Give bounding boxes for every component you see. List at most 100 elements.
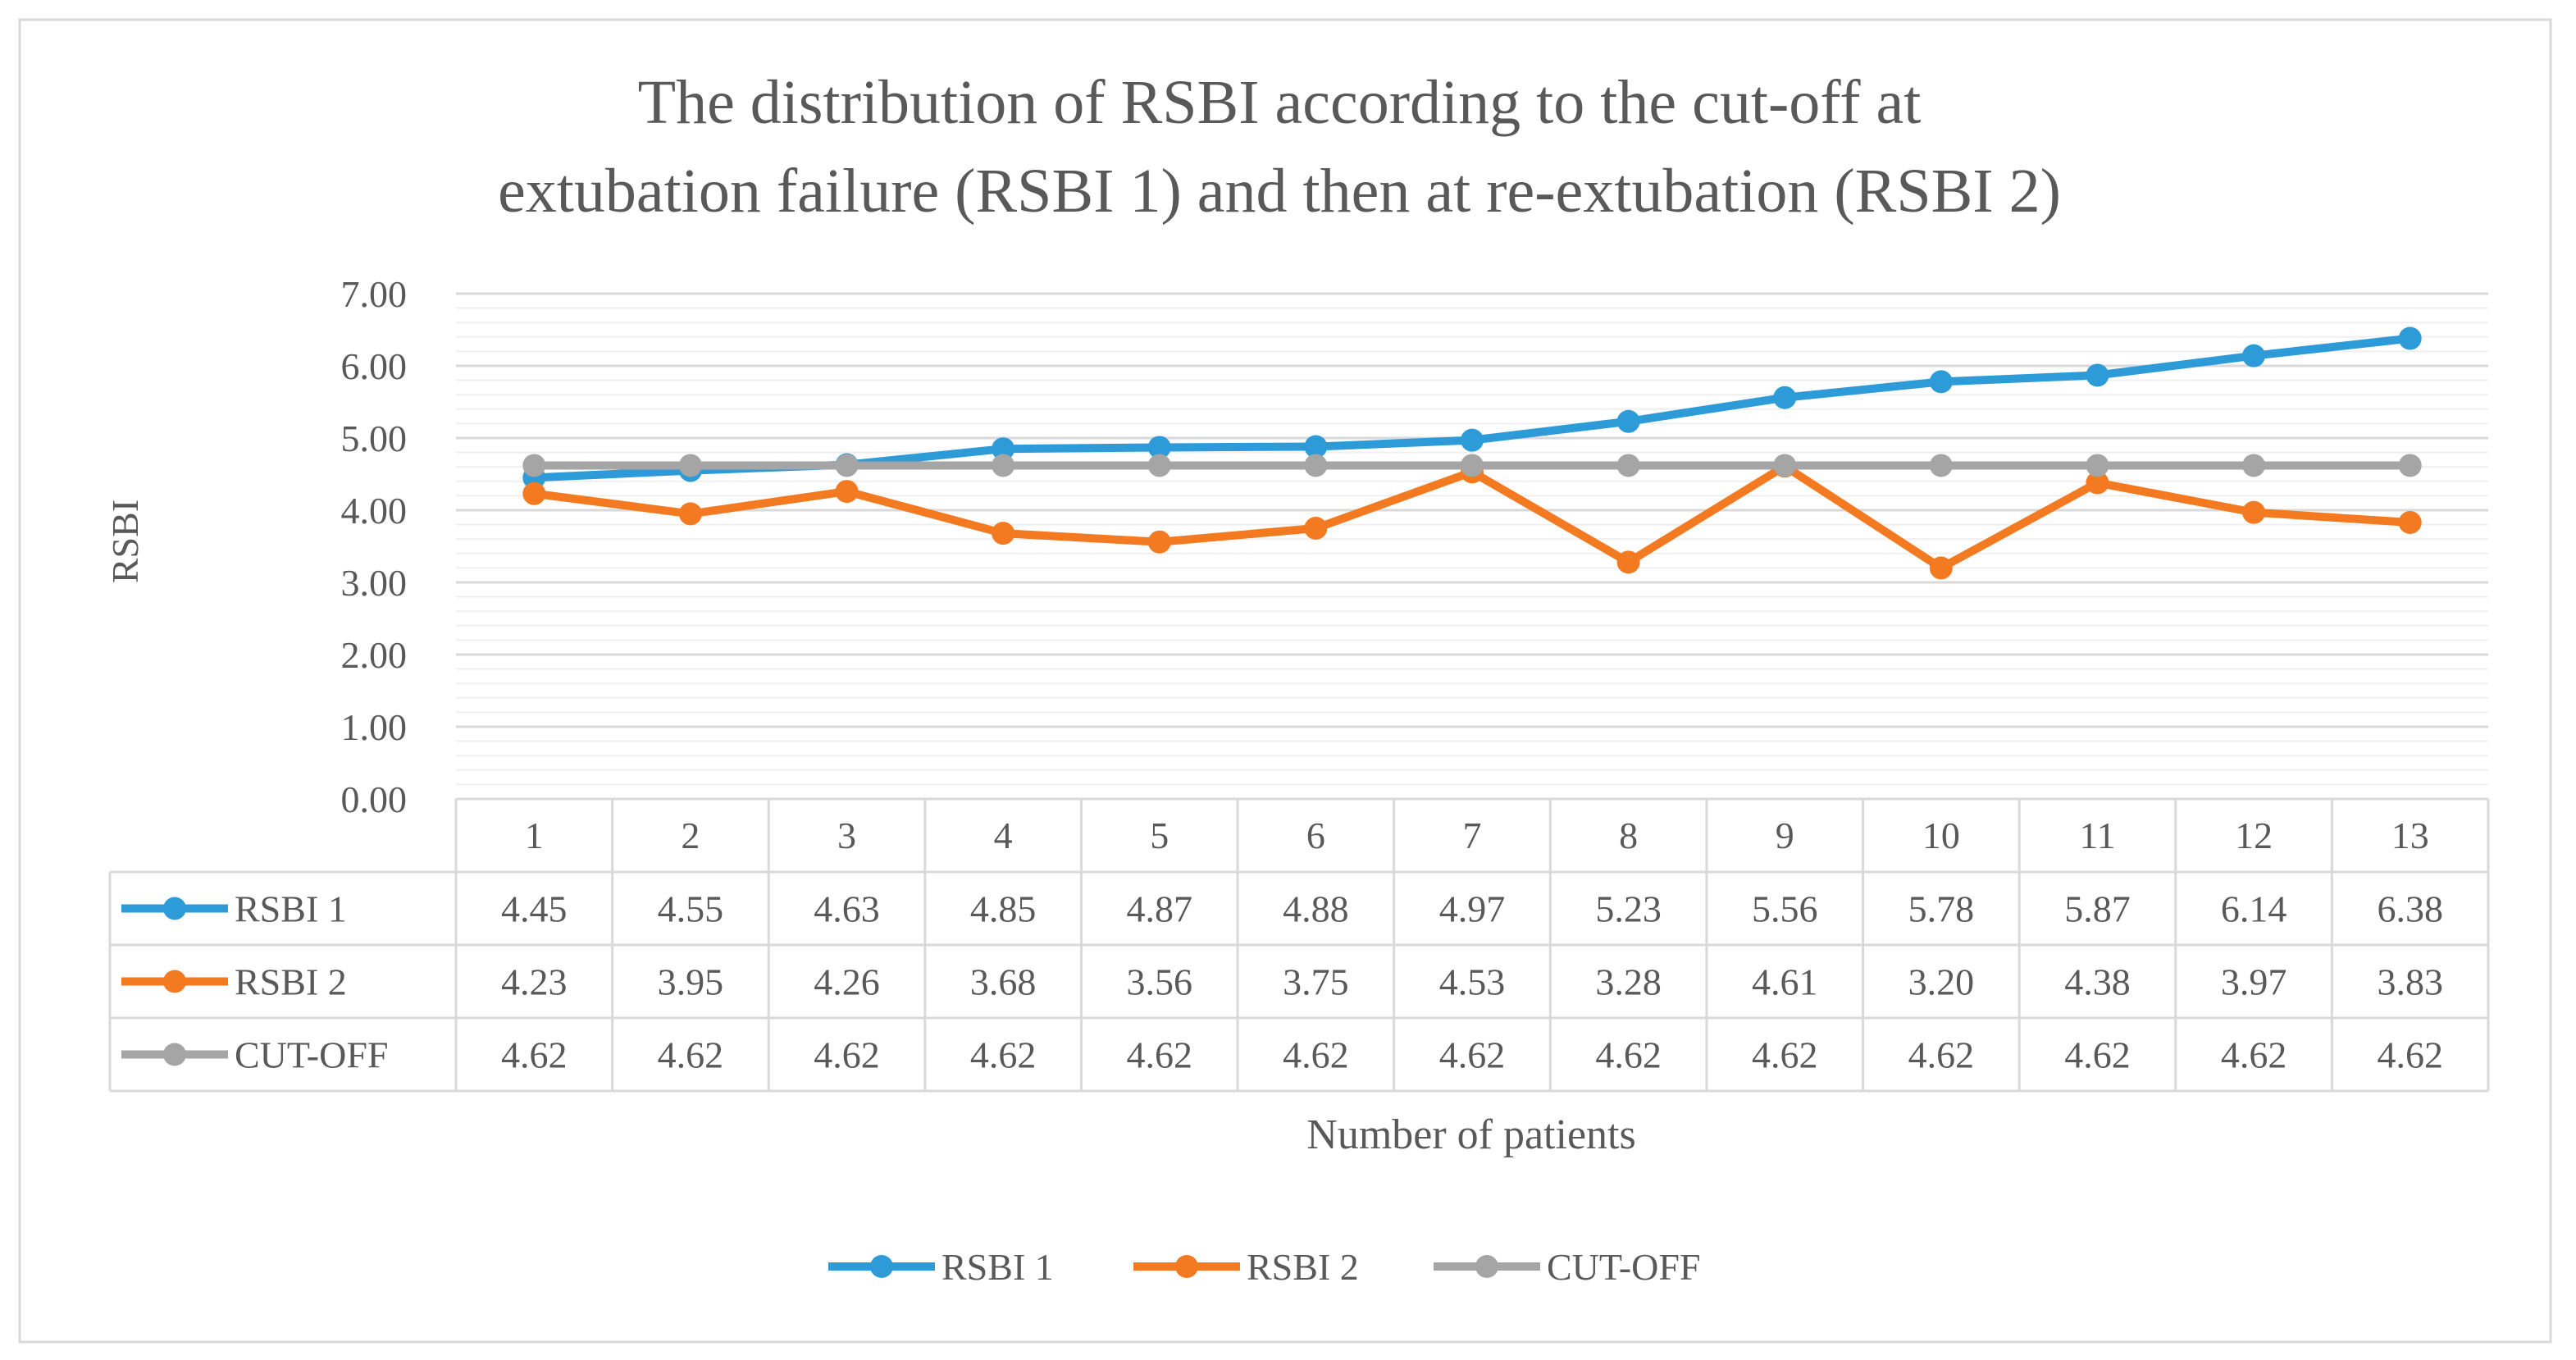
table-cell-value: 5.78 bbox=[1908, 888, 1975, 930]
data-point bbox=[1616, 454, 1640, 477]
table-series-name: RSBI 1 bbox=[235, 888, 347, 930]
table-cell-value: 4.62 bbox=[814, 1034, 880, 1076]
table-cell-value: 4.62 bbox=[2221, 1034, 2287, 1076]
data-point bbox=[1304, 435, 1328, 459]
table-cell-value: 4.62 bbox=[1908, 1034, 1975, 1076]
data-point bbox=[1929, 556, 1953, 580]
y-axis-label: RSBI bbox=[104, 500, 146, 583]
legend-label: CUT-OFF bbox=[1547, 1246, 1700, 1288]
x-tick-label: 1 bbox=[525, 815, 544, 856]
table-cell-value: 5.23 bbox=[1595, 888, 1662, 930]
data-point bbox=[522, 454, 546, 477]
table-cell-value: 4.87 bbox=[1127, 888, 1193, 930]
x-tick-label: 8 bbox=[1619, 815, 1638, 856]
chart-title-line-1: The distribution of RSBI according to th… bbox=[638, 68, 1922, 137]
table-cell-value: 3.75 bbox=[1283, 961, 1349, 1003]
table-cell-value: 4.62 bbox=[1595, 1034, 1662, 1076]
table-cell-value: 4.62 bbox=[658, 1034, 724, 1076]
y-tick-label: 6.00 bbox=[341, 345, 408, 387]
x-tick-label: 6 bbox=[1306, 815, 1325, 856]
x-tick-label: 11 bbox=[2079, 815, 2115, 856]
data-point bbox=[2242, 344, 2266, 367]
x-tick-label: 4 bbox=[994, 815, 1013, 856]
table-cell-value: 3.28 bbox=[1595, 961, 1662, 1003]
table-cell-value: 6.38 bbox=[2377, 888, 2443, 930]
legend-label: RSBI 2 bbox=[1247, 1246, 1359, 1288]
table-cell-value: 4.62 bbox=[2064, 1034, 2131, 1076]
data-point bbox=[1147, 530, 1171, 554]
data-point bbox=[2242, 500, 2266, 524]
table-cell-value: 4.62 bbox=[1439, 1034, 1506, 1076]
table-cell-value: 4.55 bbox=[658, 888, 724, 930]
y-tick-label: 0.00 bbox=[341, 778, 408, 820]
data-point bbox=[678, 454, 702, 477]
table-cell-value: 4.62 bbox=[1127, 1034, 1193, 1076]
table-cell-value: 5.56 bbox=[1752, 888, 1818, 930]
table-cell-value: 3.56 bbox=[1127, 961, 1193, 1003]
y-tick-label: 5.00 bbox=[341, 418, 408, 459]
table-cell-value: 4.63 bbox=[814, 888, 880, 930]
x-axis-label: Number of patients bbox=[1306, 1111, 1635, 1158]
data-point bbox=[835, 480, 859, 504]
table-cell-value: 4.53 bbox=[1439, 961, 1506, 1003]
data-point bbox=[1773, 454, 1797, 477]
table-cell-value: 4.45 bbox=[501, 888, 568, 930]
table-cell-value: 6.14 bbox=[2221, 888, 2287, 930]
table-cell-value: 4.62 bbox=[1752, 1034, 1818, 1076]
x-tick-label: 5 bbox=[1150, 815, 1169, 856]
table-cell-value: 4.26 bbox=[814, 961, 880, 1003]
table-cell-value: 3.95 bbox=[658, 961, 724, 1003]
data-point bbox=[1461, 428, 1484, 452]
legend-label: RSBI 1 bbox=[941, 1246, 1054, 1288]
table-cell-value: 4.85 bbox=[970, 888, 1037, 930]
table-cell-value: 3.83 bbox=[2377, 961, 2443, 1003]
table-cell-value: 4.88 bbox=[1283, 888, 1349, 930]
data-point bbox=[2086, 363, 2109, 387]
legend-key-marker bbox=[870, 1255, 893, 1278]
legend-key-marker bbox=[1475, 1255, 1498, 1278]
data-point bbox=[2242, 454, 2266, 477]
x-tick-label: 7 bbox=[1463, 815, 1482, 856]
table-series-key-marker bbox=[163, 970, 186, 993]
data-point bbox=[2398, 326, 2422, 350]
table-cell-value: 3.20 bbox=[1908, 961, 1975, 1003]
x-tick-label: 12 bbox=[2235, 815, 2273, 856]
data-point bbox=[1147, 454, 1171, 477]
data-point bbox=[1929, 370, 1953, 394]
y-tick-label: 7.00 bbox=[341, 273, 408, 315]
table-cell-value: 3.97 bbox=[2221, 961, 2287, 1003]
y-tick-label: 2.00 bbox=[341, 634, 408, 676]
data-point bbox=[2086, 471, 2109, 495]
data-point bbox=[835, 454, 859, 477]
x-tick-label: 13 bbox=[2391, 815, 2429, 856]
data-point bbox=[2398, 454, 2422, 477]
table-series-name: CUT-OFF bbox=[235, 1034, 388, 1076]
data-point bbox=[678, 502, 702, 526]
data-point bbox=[992, 454, 1015, 477]
legend-key-marker bbox=[1175, 1255, 1198, 1278]
table-cell-value: 3.68 bbox=[970, 961, 1037, 1003]
data-point bbox=[1773, 386, 1797, 409]
data-point bbox=[1929, 454, 1953, 477]
table-cell-value: 4.38 bbox=[2064, 961, 2131, 1003]
table-cell-value: 4.62 bbox=[1283, 1034, 1349, 1076]
x-tick-label: 9 bbox=[1776, 815, 1794, 856]
data-point bbox=[2086, 454, 2109, 477]
data-point bbox=[1304, 454, 1328, 477]
table-cell-value: 4.62 bbox=[970, 1034, 1037, 1076]
data-point bbox=[992, 437, 1015, 461]
data-point bbox=[1616, 550, 1640, 574]
chart-border bbox=[18, 18, 2552, 1344]
x-tick-label: 2 bbox=[681, 815, 700, 856]
data-point bbox=[992, 522, 1015, 545]
x-tick-label: 3 bbox=[837, 815, 856, 856]
y-tick-label: 1.00 bbox=[341, 706, 408, 748]
table-series-key-marker bbox=[163, 897, 186, 920]
table-cell-value: 4.97 bbox=[1439, 888, 1506, 930]
table-cell-value: 5.87 bbox=[2064, 888, 2131, 930]
data-point bbox=[1304, 517, 1328, 540]
table-series-name: RSBI 2 bbox=[235, 961, 347, 1003]
data-point bbox=[2398, 510, 2422, 534]
chart-title-line-2: extubation failure (RSBI 1) and then at … bbox=[498, 157, 2061, 226]
